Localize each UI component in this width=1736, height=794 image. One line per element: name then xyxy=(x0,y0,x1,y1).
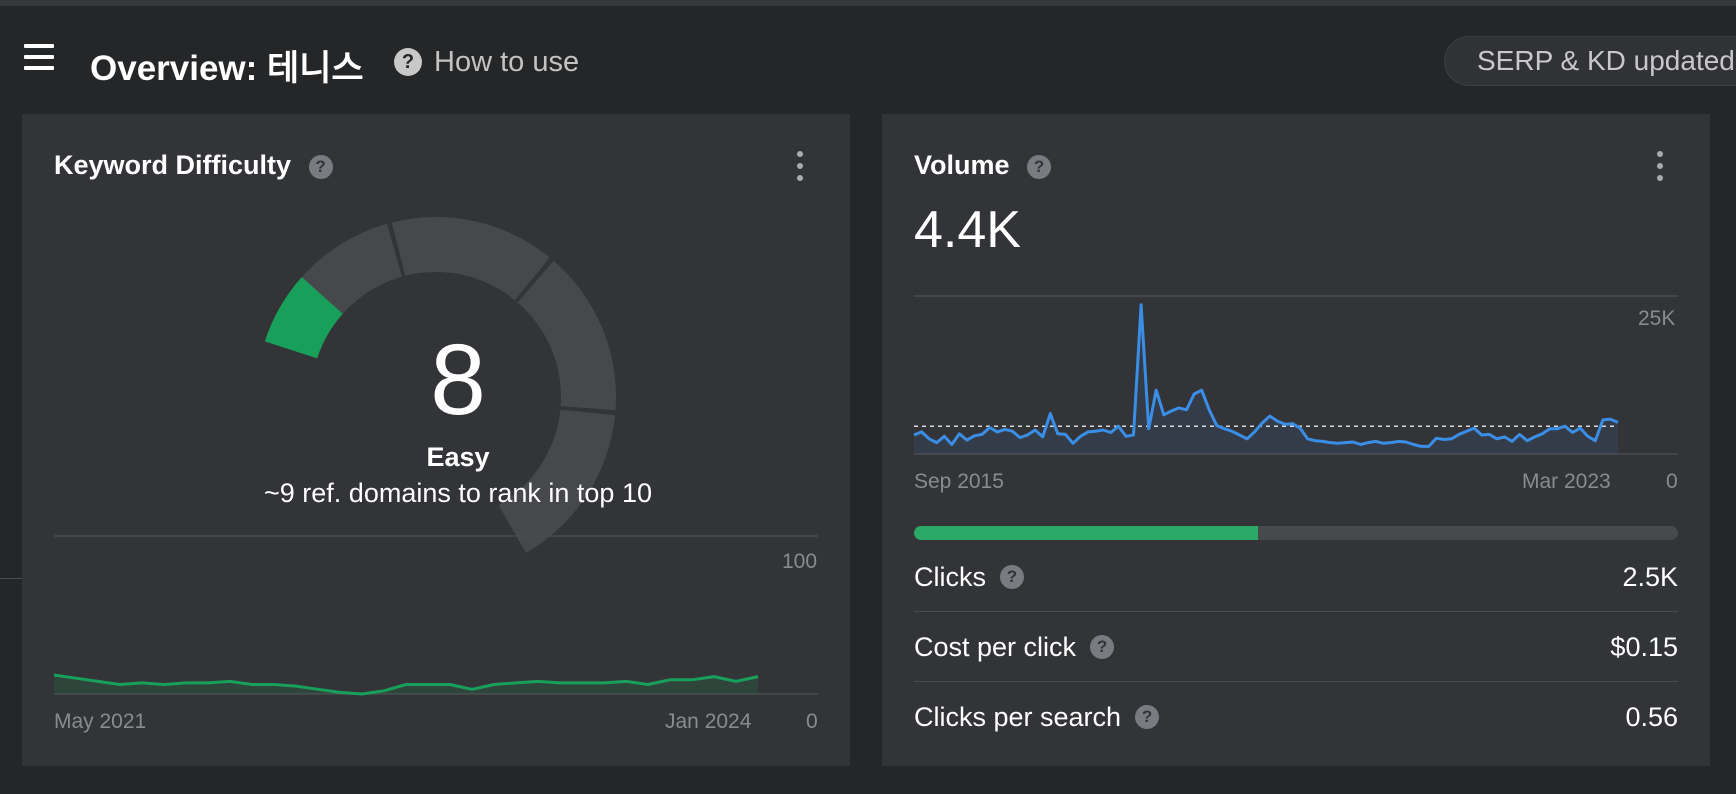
kd-gauge-segment xyxy=(517,260,616,411)
volume-value: 4.4K xyxy=(914,201,1021,259)
cpc-value: $0.15 xyxy=(1610,631,1678,662)
page-header: Overview: 테니스 ? How to use SERP & KD upd… xyxy=(0,6,1736,108)
clicks-per-search-value: 0.56 xyxy=(1625,701,1678,732)
clicks-value: 2.5K xyxy=(1622,561,1678,592)
kd-card-title: Keyword Difficulty xyxy=(54,150,292,180)
metric-row-clicks-per-search: Clicks per search ? 0.56 xyxy=(914,682,1678,752)
kd-score: 8 xyxy=(430,324,486,436)
volume-title-wrap: Volume ? xyxy=(914,150,1052,181)
top-strip xyxy=(0,0,1736,6)
kd-gauge xyxy=(264,217,616,553)
left-edge-divider xyxy=(0,578,22,579)
vol-x-end-label: Mar 2023 xyxy=(1522,470,1611,493)
clicks-label: Clicks xyxy=(914,561,986,592)
volume-card: Volume ? 4.4K 25K 0 Sep 2015 Mar 2023 Cl… xyxy=(882,114,1710,766)
kd-gauge-segment xyxy=(498,409,616,553)
volume-help-icon[interactable]: ? xyxy=(1027,154,1052,179)
kd-more-options-icon[interactable] xyxy=(794,151,806,181)
metric-row-cpc: Cost per click ? $0.15 xyxy=(914,612,1678,682)
vol-x-start-label: Sep 2015 xyxy=(914,470,1004,493)
keyword-difficulty-card: Keyword Difficulty ? 8 Easy ~9 ref. doma… xyxy=(22,114,850,766)
cps-label-wrap: Clicks per search ? xyxy=(914,682,1160,752)
cpc-label-wrap: Cost per click ? xyxy=(914,612,1115,682)
kd-gauge-fill xyxy=(264,277,343,359)
clicks-progress-fill xyxy=(914,526,1258,540)
volume-card-title: Volume xyxy=(914,150,1010,180)
vol-y-max-label: 25K xyxy=(1638,307,1676,330)
vol-chart-line xyxy=(913,303,1619,448)
metric-row-clicks: Clicks ? 2.5K xyxy=(914,542,1678,612)
kd-x-start-label: May 2021 xyxy=(54,710,147,733)
clicks-label-wrap: Clicks ? xyxy=(914,542,1024,612)
kd-chart-line xyxy=(53,673,759,696)
cpc-help-icon[interactable]: ? xyxy=(1090,635,1115,659)
kd-difficulty-label: Easy xyxy=(426,442,490,472)
serp-kd-status-pill[interactable]: SERP & KD updated xyxy=(1444,36,1736,86)
kd-help-icon[interactable]: ? xyxy=(308,154,333,179)
kd-history-chart xyxy=(53,535,818,696)
vol-chart-area xyxy=(914,304,1618,454)
kd-x-end-label: Jan 2024 xyxy=(665,710,752,733)
how-to-use-label: How to use xyxy=(434,45,580,78)
volume-history-chart xyxy=(913,295,1678,455)
kd-y-min-label: 0 xyxy=(806,710,818,733)
clicks-per-search-help-icon[interactable]: ? xyxy=(1135,705,1160,729)
kd-gauge-segment xyxy=(391,217,550,301)
clicks-per-search-label: Clicks per search xyxy=(914,701,1122,732)
volume-more-options-icon[interactable] xyxy=(1654,151,1666,181)
clicks-help-icon[interactable]: ? xyxy=(1000,565,1024,589)
cpc-label: Cost per click xyxy=(914,631,1077,662)
kd-title-wrap: Keyword Difficulty ? xyxy=(54,150,333,181)
kd-ref-domains-text: ~9 ref. domains to rank in top 10 xyxy=(264,478,652,508)
how-to-use-link[interactable]: ? How to use xyxy=(394,46,579,78)
menu-icon[interactable] xyxy=(24,44,54,70)
page-title: Overview: 테니스 xyxy=(90,49,364,88)
kd-y-max-label: 100 xyxy=(782,550,818,573)
clicks-progress-bar xyxy=(914,526,1678,540)
vol-y-min-label: 0 xyxy=(1666,470,1678,493)
help-icon: ? xyxy=(394,48,422,76)
